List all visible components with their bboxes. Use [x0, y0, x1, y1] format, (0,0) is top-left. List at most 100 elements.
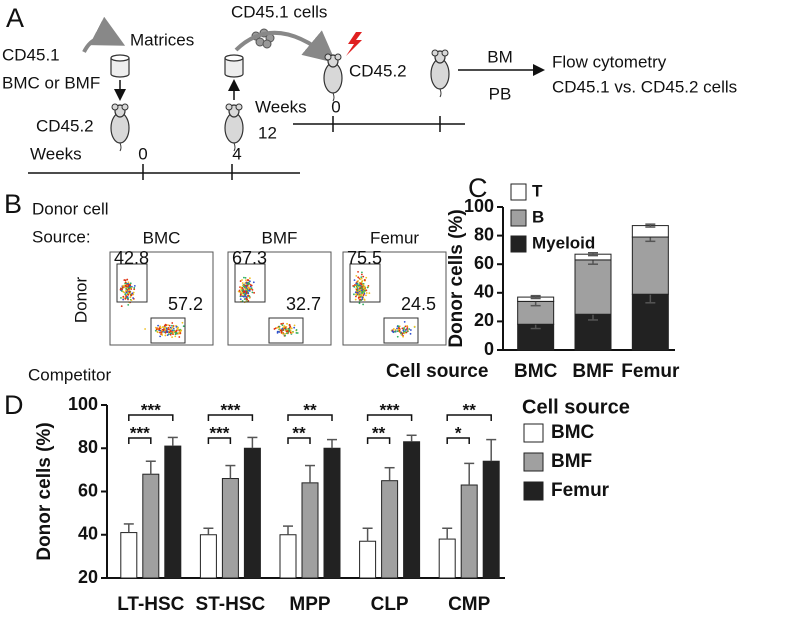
flow-dot	[245, 288, 247, 291]
flow-dot	[131, 292, 134, 295]
flow-dot	[241, 279, 243, 281]
flow-dot	[128, 291, 131, 294]
error-bar	[167, 436, 178, 447]
flow-dot	[295, 329, 298, 331]
legend-label: Femur	[551, 480, 610, 501]
flow-dot	[358, 302, 361, 305]
flow-dot	[121, 288, 123, 291]
flow-dot	[413, 325, 416, 328]
timeline-point: 4	[232, 144, 241, 163]
bar-segment	[574, 259, 612, 315]
y-tick-label: 0	[484, 339, 494, 359]
transfer-arrow	[234, 30, 337, 64]
error-bar	[305, 464, 315, 483]
flow-dot	[365, 292, 368, 294]
flow-dot	[359, 298, 362, 301]
flow-dot	[158, 327, 161, 330]
tube	[110, 54, 130, 78]
flow-dot	[170, 332, 173, 335]
flow-dot	[361, 286, 363, 288]
flow-dot	[168, 331, 171, 334]
readout: Flow cytometry	[552, 52, 667, 71]
flow-dot	[161, 326, 164, 328]
flow-dot	[174, 331, 177, 334]
flow-dot	[276, 330, 279, 333]
flow-dot	[159, 335, 162, 338]
recipient-label: CD45.2	[349, 61, 407, 80]
flow-dot	[362, 294, 365, 297]
flow-dot	[357, 270, 359, 273]
flow-dot	[182, 325, 185, 328]
flow-dot	[242, 291, 245, 293]
flow-dot	[159, 331, 161, 334]
significance-label: ***	[380, 400, 400, 419]
flow-dot	[241, 282, 244, 284]
flow-dot	[164, 323, 167, 326]
flow-dot	[278, 327, 281, 330]
timeline-point: 0	[138, 144, 147, 163]
significance-bracket	[446, 414, 492, 421]
flow-dot	[359, 278, 362, 281]
flow-dot	[127, 303, 130, 306]
flow-dot	[355, 282, 358, 285]
flow-dot	[174, 335, 177, 338]
bar	[221, 478, 239, 579]
flow-dot	[282, 322, 284, 325]
flow-dot	[155, 328, 158, 331]
flow-dot	[126, 295, 129, 298]
flow-dot	[246, 279, 249, 281]
panel-label: C	[468, 173, 488, 203]
flow-dot	[402, 335, 405, 338]
y-axis-label: Donor cells (%)	[446, 209, 467, 347]
flow-dot	[129, 282, 132, 285]
flow-dot	[273, 328, 276, 330]
bar	[301, 482, 319, 579]
flow-dot	[247, 292, 250, 295]
flow-dot	[355, 295, 357, 298]
flow-dot	[121, 286, 124, 289]
flow-dot	[127, 287, 130, 290]
significance-bracket	[207, 437, 232, 444]
timeline-point: 12	[258, 123, 277, 142]
flow-y-label: Donor	[71, 277, 90, 324]
flow-dot	[365, 289, 368, 292]
flow-dot	[242, 294, 244, 297]
flow-dot	[364, 288, 366, 291]
gate	[268, 317, 304, 344]
flow-dot	[125, 285, 128, 288]
flow-dot	[241, 289, 244, 291]
flow-dot	[353, 285, 356, 288]
error-bar	[327, 438, 337, 449]
bar	[164, 445, 182, 579]
flow-dot	[127, 285, 130, 288]
flow-source: BMF	[262, 228, 298, 247]
flow-dot	[164, 329, 167, 331]
gate-percent: 42.8	[114, 248, 149, 268]
flow-dot	[124, 297, 127, 300]
flow-dot	[130, 294, 133, 297]
flow-dot	[281, 324, 284, 327]
flow-dot	[361, 296, 364, 299]
flow-dot	[159, 325, 161, 328]
flow-dot	[165, 327, 168, 330]
gate-percent: 75.5	[347, 248, 382, 268]
flow-dot	[166, 331, 169, 334]
significance-label: **	[292, 423, 306, 442]
flow-dot	[245, 281, 248, 284]
flow-dot	[175, 326, 178, 328]
flow-dot	[239, 294, 242, 296]
route-label: PB	[489, 84, 512, 103]
flow-dot	[125, 291, 128, 294]
error-bar	[283, 525, 293, 535]
bar	[381, 480, 399, 579]
flow-dot	[244, 284, 247, 287]
flow-dot	[133, 288, 136, 291]
flow-dot	[119, 287, 122, 290]
flow-dot	[406, 328, 409, 330]
flow-dot	[122, 290, 125, 293]
flow-dot	[162, 329, 165, 331]
y-tick-label: 40	[474, 282, 494, 302]
flow-dot	[296, 332, 299, 334]
significance-bracket	[128, 414, 174, 421]
bar	[403, 441, 421, 579]
